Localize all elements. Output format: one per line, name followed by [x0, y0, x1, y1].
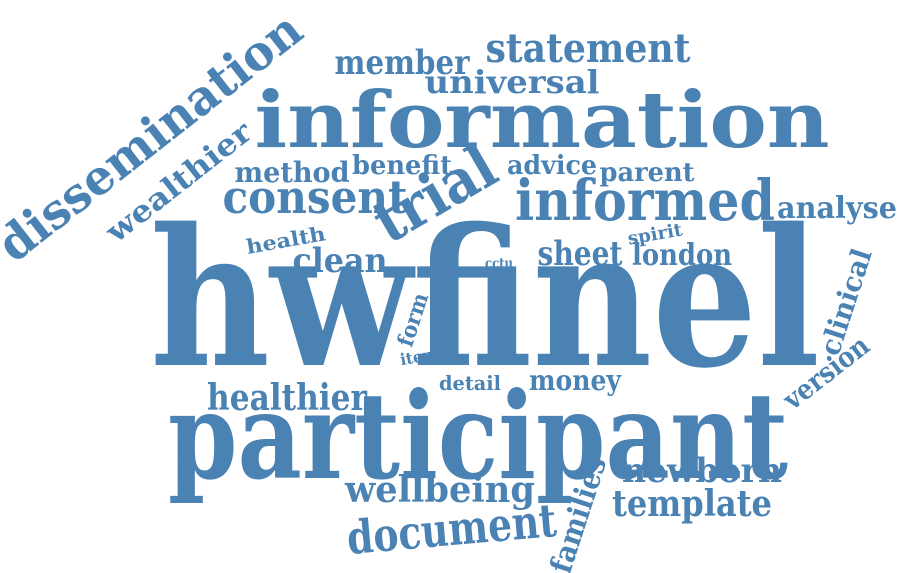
word-analyse: analyse	[777, 191, 897, 226]
word-money: money	[529, 364, 622, 397]
word-benefit: benefit	[352, 151, 452, 181]
word-consent: consent	[223, 170, 409, 224]
word-method: method	[235, 156, 350, 189]
word-universal: universal	[425, 63, 600, 101]
word-cctu: cctu	[485, 256, 513, 272]
word-newborn: newborn	[622, 451, 782, 491]
word-advice: advice	[507, 151, 597, 181]
word-clean: clean	[293, 241, 388, 281]
word-wellbeing: wellbeing	[344, 469, 535, 511]
word-healthier: healthier	[207, 377, 368, 419]
word-parent: parent	[600, 158, 695, 188]
word-member: member	[335, 43, 471, 83]
word-sheet: sheet	[538, 234, 623, 274]
word-informed: informed	[515, 168, 775, 234]
word-participant: participant	[168, 366, 788, 507]
word-template: template	[612, 483, 772, 525]
word-information: information	[255, 75, 830, 166]
word-london: london	[632, 238, 732, 273]
word-detail: detail	[439, 371, 501, 395]
word-hwfinel: hwfinel	[150, 187, 820, 410]
word-statement: statement	[486, 25, 691, 72]
